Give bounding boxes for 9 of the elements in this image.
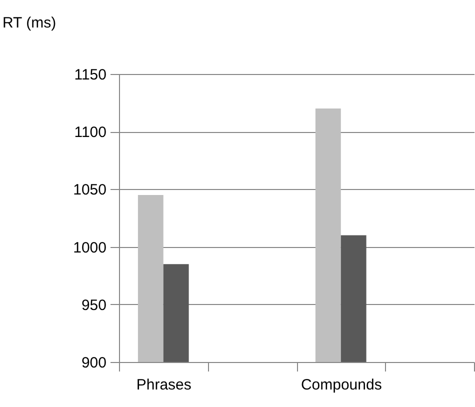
y-tick-label: 950	[81, 296, 106, 314]
y-tick-label: 1000	[73, 239, 106, 256]
y-tick-label: 1050	[73, 182, 106, 199]
y-tick-label: 900	[81, 354, 106, 372]
y-axis-title: RT (ms)	[2, 14, 56, 32]
x-tick-label: Phrases	[136, 376, 192, 394]
y-tick-label: 1100	[74, 124, 106, 142]
x-tick-label: Compounds	[300, 376, 382, 394]
y-tick-label: 1150	[74, 66, 106, 84]
